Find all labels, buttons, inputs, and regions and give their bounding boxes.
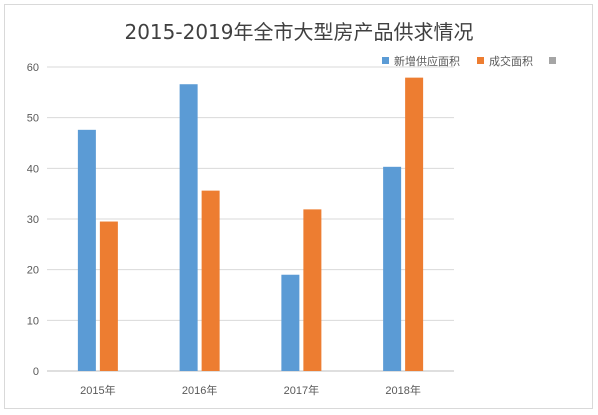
y-tick-label: 20 [27, 265, 39, 277]
chart-title: 2015-2019年全市大型房产品供求情况 [124, 20, 474, 44]
bar [77, 129, 96, 371]
x-tick-label: 2016年 [182, 383, 217, 397]
legend-label: 新增供应面积 [394, 54, 460, 68]
x-tick-label: 2018年 [385, 383, 420, 397]
legend-swatch [477, 57, 484, 64]
y-tick-label: 0 [33, 366, 39, 378]
y-tick-label: 40 [27, 163, 39, 175]
bar [383, 166, 402, 371]
x-axis-ticks: 2015年 2016年 2017年 2018年 [80, 383, 421, 397]
x-tick-label: 2015年 [80, 383, 115, 397]
bars [77, 77, 424, 371]
bar [405, 77, 424, 371]
bar [201, 190, 220, 371]
bar [303, 209, 322, 371]
x-tick-label: 2017年 [284, 383, 319, 397]
bar [281, 274, 300, 371]
bar [99, 221, 118, 371]
legend: 新增供应面积 成交面积 [382, 54, 556, 68]
y-tick-label: 50 [27, 113, 39, 125]
legend-swatch [549, 57, 556, 64]
y-tick-label: 60 [27, 62, 39, 74]
legend-label: 成交面积 [489, 54, 533, 68]
legend-swatch [382, 57, 389, 64]
y-tick-label: 10 [27, 315, 39, 327]
bar [179, 84, 198, 371]
y-axis-ticks: 0 10 20 30 40 50 60 [27, 62, 39, 378]
y-tick-label: 30 [27, 214, 39, 226]
